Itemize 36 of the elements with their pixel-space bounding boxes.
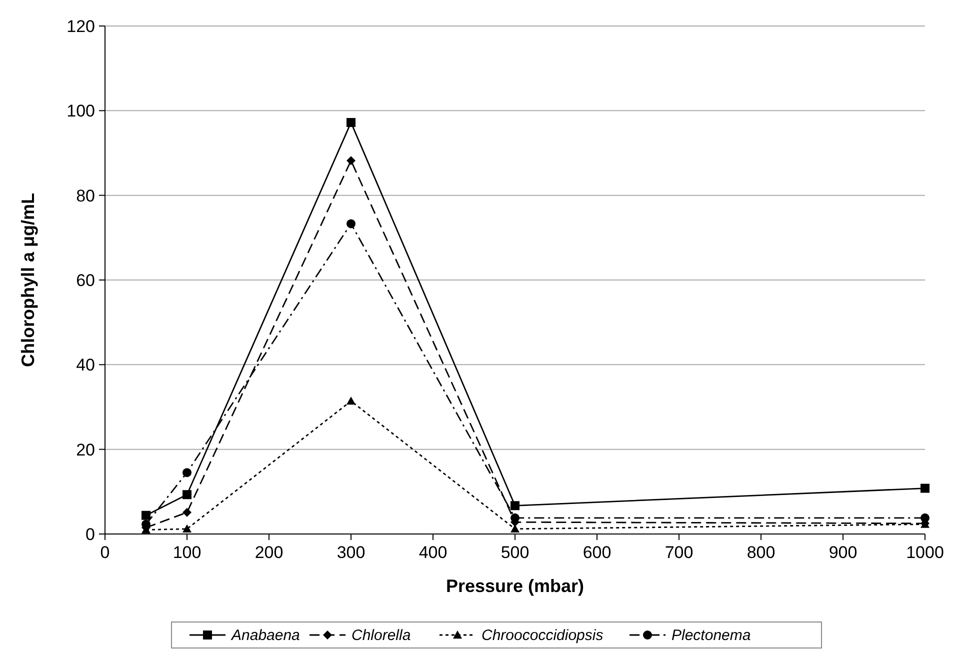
x-tick-label: 700	[664, 543, 694, 562]
point	[182, 468, 192, 478]
x-tick-label: 900	[828, 543, 858, 562]
y-tick-label: 60	[76, 271, 95, 290]
y-tick-label: 120	[66, 17, 95, 36]
legend-label: Plectonema	[672, 627, 751, 644]
y-tick-label: 20	[76, 440, 95, 460]
y-tick-label: 0	[86, 525, 95, 544]
point	[142, 510, 150, 520]
point	[346, 396, 356, 405]
point	[346, 118, 356, 128]
point	[182, 490, 192, 500]
point	[182, 524, 192, 533]
legend-label: Chlorella	[352, 627, 411, 644]
point	[346, 156, 356, 166]
x-tick-label: 500	[500, 543, 530, 562]
x-tick-label: 200	[254, 543, 284, 562]
y-tick-label: 80	[76, 186, 95, 206]
point	[920, 484, 930, 493]
point	[182, 508, 192, 517]
y-tick-label: 100	[66, 102, 95, 121]
x-tick-label: 0	[100, 543, 110, 562]
legend-label: Chroococcidiopsis	[482, 627, 604, 644]
x-tick-label: 1000	[906, 543, 944, 562]
x-tick-label: 400	[418, 543, 448, 562]
y-axis-title: Chlorophyll a μg/mL	[18, 192, 38, 368]
x-tick-label: 100	[172, 543, 202, 562]
point	[510, 501, 520, 510]
point	[346, 219, 356, 228]
point	[920, 513, 930, 522]
x-tick-label: 800	[746, 543, 776, 562]
x-axis-title: Pressure (mbar)	[446, 576, 584, 596]
y-tick-label: 40	[76, 356, 95, 375]
x-tick-label: 300	[336, 543, 366, 562]
legend-label: Anabaena	[230, 627, 300, 644]
x-tick-label: 600	[582, 543, 612, 562]
